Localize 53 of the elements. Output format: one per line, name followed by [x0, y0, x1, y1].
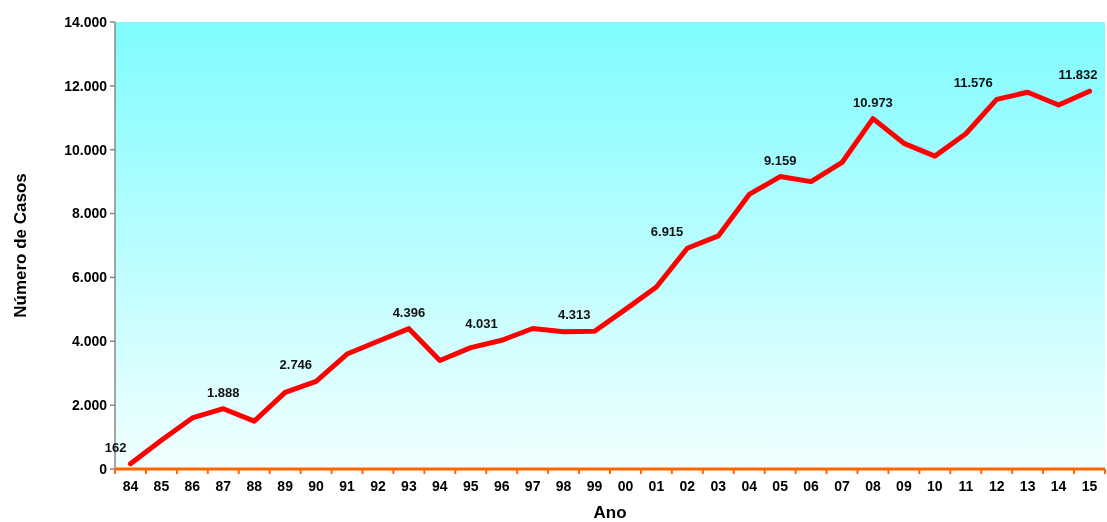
x-tick-label: 99	[586, 478, 603, 494]
x-tick-label: 14	[1050, 478, 1067, 494]
data-label: 1.888	[207, 384, 240, 400]
x-tick-label: 00	[617, 478, 634, 494]
x-tick-label: 04	[741, 478, 758, 494]
x-tick-label: 02	[679, 478, 696, 494]
x-tick-label: 06	[803, 478, 820, 494]
x-tick-label: 97	[524, 478, 541, 494]
data-label: 11.832	[1058, 67, 1098, 83]
x-tick-label: 03	[710, 478, 727, 494]
x-tick-label: 10	[927, 478, 943, 494]
y-tick-label: 8.000	[71, 205, 108, 222]
x-tick-label: 94	[432, 478, 448, 494]
x-tick-label: 13	[1019, 478, 1036, 494]
x-tick-label: 15	[1081, 478, 1098, 494]
data-label: 2.746	[279, 357, 313, 373]
x-tick-label: 86	[184, 478, 201, 494]
x-tick-label: 12	[988, 478, 1005, 494]
x-tick-label: 89	[277, 478, 294, 494]
x-tick-label: 05	[772, 478, 789, 494]
data-label: 9.159	[763, 152, 797, 168]
y-tick-label: 6.000	[71, 269, 108, 286]
data-label: 10.973	[853, 94, 893, 110]
data-label: 4.031	[465, 316, 498, 332]
data-label: 4.313	[557, 307, 591, 323]
x-tick-label: 01	[648, 478, 665, 494]
y-tick-label: 14.000	[64, 13, 108, 30]
data-label: 6.915	[650, 224, 684, 240]
x-tick-label: 95	[462, 478, 479, 494]
data-label: 11.576	[953, 75, 993, 91]
x-tick-label: 98	[555, 478, 572, 494]
data-label: 162	[104, 439, 127, 455]
y-tick-label: 0	[99, 460, 108, 477]
y-tick-label: 4.000	[71, 333, 108, 350]
x-tick-label: 90	[308, 478, 325, 494]
x-tick-label: 93	[401, 478, 417, 494]
y-axis-title: Número de Casos	[11, 173, 30, 318]
y-tick-label: 2.000	[71, 397, 108, 414]
y-tick-label: 12.000	[64, 77, 108, 94]
data-label: 4.396	[392, 304, 426, 320]
x-tick-label: 08	[865, 478, 881, 494]
x-tick-label: 87	[215, 478, 232, 494]
x-tick-label: 09	[896, 478, 912, 494]
x-tick-label: 85	[153, 478, 170, 494]
x-tick-label: 84	[122, 478, 139, 494]
x-tick-label: 11	[958, 478, 974, 494]
x-tick-label: 96	[493, 478, 510, 494]
x-tick-label: 07	[834, 478, 851, 494]
y-tick-label: 10.000	[64, 141, 108, 158]
x-tick-label: 92	[370, 478, 386, 494]
x-tick-label: 91	[339, 478, 356, 494]
x-tick-label: 88	[246, 478, 263, 494]
x-axis-title: Ano	[593, 503, 627, 522]
